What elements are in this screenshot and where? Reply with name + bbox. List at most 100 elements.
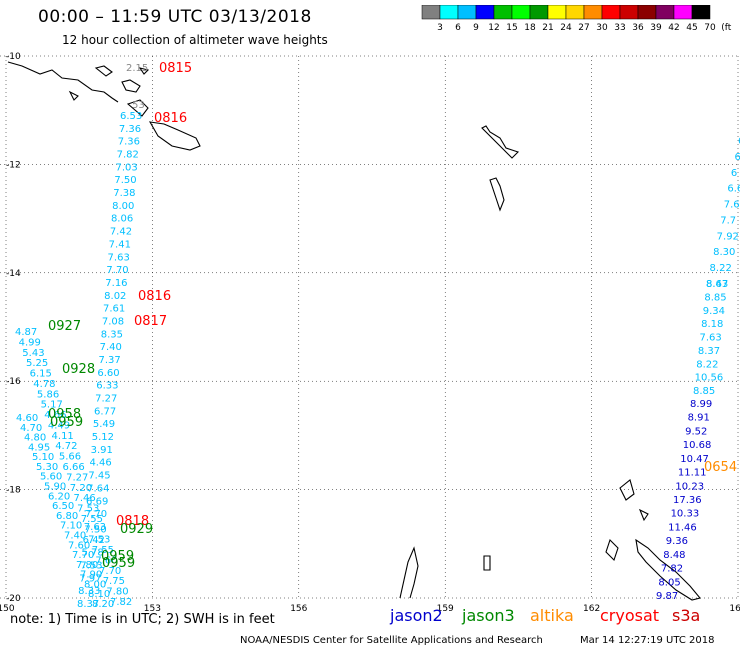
wave-height-value: 10.33 xyxy=(671,509,700,520)
wave-height-value: 7.50 xyxy=(114,175,136,186)
wave-height-value: 53 xyxy=(132,100,145,111)
pass-time-label: 0959 xyxy=(101,549,134,564)
wave-height-value: 7.60 xyxy=(95,555,117,566)
coastline-solomon-2 xyxy=(121,79,141,93)
coastline-small-2 xyxy=(138,67,150,75)
coastline-solomon-3 xyxy=(126,99,149,117)
generated-timestamp: Mar 14 12:27:19 UTC 2018 xyxy=(580,635,715,646)
wave-height-value: 7.16 xyxy=(105,278,127,289)
wave-height-value: 9.36 xyxy=(666,536,688,547)
coastline-island-a xyxy=(489,177,505,212)
colorbar-label: 9 xyxy=(473,23,479,33)
pass-time-label: 0927 xyxy=(48,319,81,334)
wave-height-value: 6.69 xyxy=(86,496,108,507)
legend-s3a: s3a xyxy=(672,606,701,625)
colorbar-swatch xyxy=(691,5,711,20)
wave-height-value: 7.03 xyxy=(115,162,137,173)
wave-height-value: 9.87 xyxy=(656,591,678,602)
wave-height-value: 8.91 xyxy=(688,413,710,424)
wave-height-value: 6.80 xyxy=(56,511,78,522)
wave-height-value: 8.85 xyxy=(704,292,726,303)
wave-height-value: 6.77 xyxy=(94,406,116,417)
colorbar-label: 33 xyxy=(614,23,625,33)
wave-height-value: 7.40 xyxy=(100,342,122,353)
wave-height-value: 7.80 xyxy=(106,587,128,598)
wave-height-value: 4.95 xyxy=(28,442,50,453)
wave-height-value: 4.78 xyxy=(33,379,55,390)
legend-jason3: jason3 xyxy=(462,606,515,625)
wave-height-value: 6.53 xyxy=(120,111,142,122)
wave-height-value: 7.80 xyxy=(76,560,98,571)
colorbar-label: 6 xyxy=(455,23,461,33)
wave-height-value: 7.90 xyxy=(80,570,102,581)
latitude-label: -12 xyxy=(6,160,21,170)
wave-height-value: 8.00 xyxy=(112,201,134,212)
colorbar-label: 12 xyxy=(488,23,499,33)
wave-height-value: 7.70 xyxy=(99,566,121,577)
wave-height-value: 4.11 xyxy=(52,431,74,442)
wave-height-value: 4.72 xyxy=(55,441,77,452)
colorbar-label: 21 xyxy=(542,23,553,33)
wave-height-value: 6.66 xyxy=(63,462,85,473)
wave-height-value: 6.20 xyxy=(48,491,70,502)
wave-height-value: 8.00 xyxy=(84,579,106,590)
wave-height-value: 5.43 xyxy=(22,348,44,359)
wave-height-value: 4.46 xyxy=(89,458,111,469)
colorbar-label: (ft) xyxy=(721,23,732,33)
wave-height-value: 7.63 xyxy=(84,522,106,533)
coastline-small-1 xyxy=(68,90,79,101)
wave-height-value: 9.52 xyxy=(685,426,707,437)
pass-time-label: 0959 xyxy=(50,415,83,430)
colorbar-label: 36 xyxy=(632,23,644,33)
wave-height-value: 9.34 xyxy=(703,306,725,317)
wave-height-value: 7.55 xyxy=(81,514,103,525)
colorbar-label: 24 xyxy=(560,23,572,33)
wave-height-value: 8.37 xyxy=(77,599,99,610)
wave-height-value: 2.15 xyxy=(126,63,148,74)
wave-height-value: 5.30 xyxy=(36,462,58,473)
wave-height-value: 11.46 xyxy=(668,522,697,533)
wave-height-value: 7.08 xyxy=(102,316,124,327)
coastline-vanuatu xyxy=(619,479,635,501)
wave-height-value: 8.48 xyxy=(663,550,685,561)
pass-time-label: 0929 xyxy=(120,522,153,537)
wave-height-value: 4.70 xyxy=(20,423,42,434)
legend-cryosat: cryosat xyxy=(600,606,660,625)
wave-height-value: 5.12 xyxy=(92,432,114,443)
wave-height-value: 7.7 xyxy=(720,215,736,226)
wave-height-value: 8.85 xyxy=(693,386,715,397)
wave-height-value: 8.05 xyxy=(658,577,680,588)
wave-height-value: 6.50 xyxy=(52,501,74,512)
latitude-label: -10 xyxy=(6,52,21,62)
wave-height-value: 7.55 xyxy=(92,545,114,556)
axis-labels: 150 153 156 159 162 165 -10 -12 -14 -16 -18 -20 xyxy=(0,52,740,614)
credit-line: NOAA/NESDIS Center for Satellite Applica… xyxy=(240,635,543,646)
colorbar-label: 42 xyxy=(668,23,679,33)
wave-height-value: 8.20 xyxy=(92,599,114,610)
wave-height-value: 5.90 xyxy=(44,482,66,493)
wave-height-value: 8.67 xyxy=(706,279,728,290)
wave-height-value: 10.47 xyxy=(680,454,709,465)
wave-height-value: 7.70 xyxy=(106,265,128,276)
wave-height-value: 7.20 xyxy=(70,483,92,494)
wave-height-value: 8.06 xyxy=(111,214,133,225)
wave-height-value: 7.40 xyxy=(64,530,86,541)
longitude-label: 156 xyxy=(290,604,307,614)
wave-height-value: 4.60 xyxy=(16,413,38,424)
wave-height-value: 7.61 xyxy=(103,304,125,315)
wave-height-value: 7.60 xyxy=(68,540,90,551)
coastline-reef xyxy=(483,555,491,571)
wave-height-value: 8.43 xyxy=(706,279,728,290)
lat-lon-grid xyxy=(0,55,739,599)
pass-time-label: 0959 xyxy=(102,556,135,571)
pass-time-labels: 0815081608160817092709280958095908180929… xyxy=(48,61,737,571)
wave-height-value: 8.37 xyxy=(698,346,720,357)
wave-height-value: 5.17 xyxy=(41,400,63,411)
wave-height-value: 7.63 xyxy=(108,252,130,263)
wave-height-value: 7.53 xyxy=(88,535,110,546)
wave-height-value: 6.33 xyxy=(96,381,118,392)
wave-height-value: 5.25 xyxy=(26,358,48,369)
coastline-new-caledonia xyxy=(635,538,701,601)
